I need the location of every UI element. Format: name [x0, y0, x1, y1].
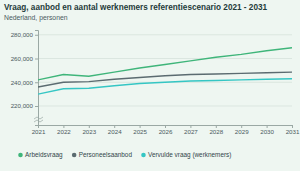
x-tick-label: 2028	[209, 128, 223, 135]
x-tick-label: 2021	[32, 128, 46, 135]
y-tick-mark	[35, 106, 38, 107]
x-tick-label: 2026	[159, 128, 173, 135]
x-tick: 2025	[133, 125, 147, 135]
lines	[38, 48, 292, 94]
legend-marker	[141, 153, 146, 158]
grid-line	[38, 58, 292, 59]
x-tick-label: 2022	[57, 128, 71, 135]
y-axis: 220,000 240,000 260,000 280,000	[11, 31, 39, 126]
x-tick-label: 2027	[184, 128, 198, 135]
y-tick-mark	[35, 35, 38, 36]
x-tick: 2026	[159, 125, 173, 135]
x-tick-label: 2024	[108, 128, 122, 135]
legend-marker	[72, 153, 77, 158]
x-tick: 2031	[286, 125, 300, 135]
legend-label: Arbeidsvraag	[25, 151, 63, 159]
legend-label: Personeelsaanbod	[79, 151, 133, 158]
y-tick-label: 220,000	[11, 102, 34, 109]
x-tick: 2030	[260, 125, 274, 135]
legend-item: Arbeidsvraag	[18, 151, 63, 159]
y-tick-label: 260,000	[11, 55, 34, 62]
chart: Vraag, aanbod en aantal werknemers refer…	[0, 0, 300, 171]
legend-label: Vervulde vraag (werknemers)	[148, 151, 231, 159]
x-tick: 2022	[57, 125, 71, 135]
x-tick: 2021	[32, 125, 46, 135]
x-tick: 2028	[209, 125, 223, 135]
grid-line	[38, 34, 292, 35]
legend: Arbeidsvraag Personeelsaanbod Vervulde vra…	[18, 151, 231, 159]
y-tick: 240,000	[11, 79, 38, 86]
axis-break	[34, 117, 43, 122]
x-tick: 2029	[235, 125, 249, 135]
x-tick-label: 2030	[260, 128, 274, 135]
grid-line	[38, 106, 292, 107]
x-axis: 2021 2022 2023 2024 2025 2026 2027 2028 2029 2030…	[32, 125, 300, 135]
y-tick: 220,000	[11, 102, 38, 109]
x-tick-label: 2025	[133, 128, 147, 135]
x-tick: 2023	[82, 125, 96, 135]
y-tick-mark	[35, 59, 38, 60]
grid	[38, 35, 292, 106]
plot: 220,000 240,000 260,000 280,000 2021 2022 2023…	[11, 31, 300, 136]
x-tick-label: 2029	[235, 128, 249, 135]
series-line	[38, 79, 292, 94]
x-tick: 2024	[108, 125, 122, 135]
y-tick-label: 240,000	[11, 79, 34, 86]
x-tick: 2027	[184, 125, 198, 135]
y-tick-label: 280,000	[11, 31, 34, 38]
subtitle: Nederland, personen	[4, 14, 68, 22]
legend-item: Vervulde vraag (werknemers)	[141, 151, 231, 159]
x-tick-label: 2023	[82, 128, 96, 135]
y-axis-line	[35, 31, 39, 126]
y-tick: 280,000	[11, 31, 38, 38]
legend-marker	[18, 153, 23, 158]
title: Vraag, aanbod en aantal werknemers refer…	[4, 3, 267, 12]
y-tick: 260,000	[11, 55, 38, 62]
x-tick-label: 2031	[286, 128, 300, 135]
y-tick-mark	[35, 82, 38, 83]
legend-item: Personeelsaanbod	[72, 151, 133, 158]
